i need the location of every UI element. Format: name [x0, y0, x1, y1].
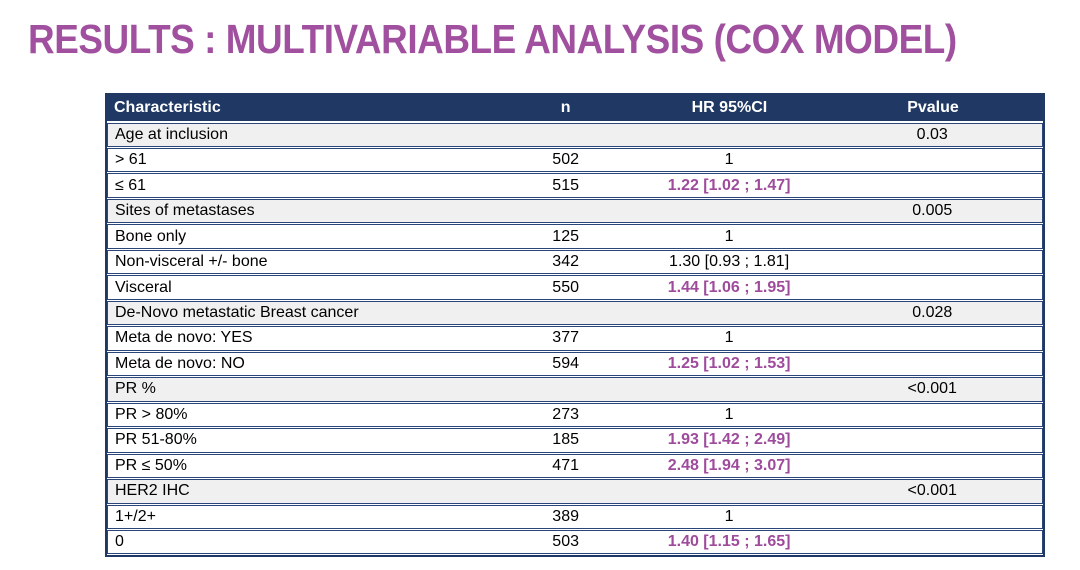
cell-n: 550: [552, 278, 579, 296]
table-row: Meta de novo: YES 377 1: [107, 326, 1043, 351]
table-row: De-Novo metastatic Breast cancer 0.028: [107, 300, 1043, 326]
cell-n: 471: [552, 456, 579, 474]
cell-characteristic: Visceral: [115, 278, 172, 296]
cell-n: 389: [552, 507, 579, 525]
cell-n: 185: [552, 431, 579, 449]
cell-characteristic: PR %: [115, 380, 156, 398]
cell-pvalue: 0.03: [916, 125, 948, 143]
table-row: > 61 502 1: [107, 147, 1043, 173]
cell-n: [496, 209, 636, 213]
cell-pvalue: [823, 184, 1042, 188]
cell-pvalue: 0.005: [912, 202, 953, 220]
cell-n: 502: [552, 151, 579, 169]
cell-characteristic: De-Novo metastatic Breast cancer: [115, 304, 359, 322]
cell-n: 125: [552, 227, 579, 245]
table-header-row: Characteristic n HR 95%CI Pvalue: [107, 95, 1043, 121]
cell-n: [496, 489, 636, 493]
cell-characteristic: Non-visceral +/- bone: [115, 253, 268, 271]
cell-hr-95ci: 1: [724, 405, 734, 423]
cell-n: 503: [552, 533, 579, 551]
cell-hr-95ci: [636, 311, 823, 315]
cell-hr-95ci: 1.44 [1.06 ; 1.95]: [667, 278, 791, 296]
cell-hr-95ci: 1.30 [0.93 ; 1.81]: [669, 253, 790, 271]
cell-pvalue: [823, 158, 1042, 162]
column-header-pvalue: Pvalue: [907, 99, 959, 116]
cell-characteristic: Sites of metastases: [115, 202, 255, 220]
cell-characteristic: PR 51-80%: [115, 431, 197, 449]
table-row: PR % <0.001: [107, 377, 1043, 402]
table-row: Non-visceral +/- bone 342 1.30 [0.93 ; 1…: [107, 249, 1043, 275]
cell-hr-95ci: 1.22 [1.02 ; 1.47]: [667, 176, 791, 194]
cell-hr-95ci: 1.25 [1.02 ; 1.53]: [667, 354, 791, 372]
cell-characteristic: PR ≤ 50%: [115, 456, 187, 474]
cox-model-results-table: Characteristic n HR 95%CI Pvalue Age at …: [105, 93, 1045, 557]
cell-n: 377: [552, 329, 579, 347]
cell-pvalue: [823, 235, 1042, 239]
cell-hr-95ci: 1: [724, 329, 734, 347]
table-row: Bone only 125 1: [107, 224, 1043, 249]
cell-characteristic: HER2 IHC: [115, 482, 190, 500]
cell-hr-95ci: 1.93 [1.42 ; 2.49]: [667, 431, 791, 449]
cell-hr-95ci: 1.40 [1.15 ; 1.65]: [667, 533, 791, 551]
table-row: 1+/2+ 389 1: [107, 504, 1043, 529]
cell-n: 342: [552, 253, 579, 271]
table-row: Visceral 550 1.44 [1.06 ; 1.95]: [107, 275, 1043, 300]
cell-pvalue: [823, 438, 1042, 442]
cell-n: [496, 311, 636, 315]
table-row: ≤ 61 515 1.22 [1.02 ; 1.47]: [107, 173, 1043, 198]
cell-characteristic: Meta de novo: YES: [115, 329, 253, 347]
cell-characteristic: Age at inclusion: [115, 125, 228, 143]
cell-pvalue: [823, 260, 1042, 264]
cell-characteristic: ≤ 61: [115, 176, 147, 194]
cell-characteristic: Bone only: [115, 227, 187, 245]
cell-pvalue: [823, 540, 1042, 544]
table-row: PR ≤ 50% 471 2.48 [1.94 ; 3.07]: [107, 453, 1043, 479]
column-header-n: n: [560, 99, 571, 116]
cell-hr-95ci: [636, 489, 823, 493]
table-row: Meta de novo: NO 594 1.25 [1.02 ; 1.53]: [107, 351, 1043, 377]
cell-hr-95ci: [636, 133, 823, 137]
cell-pvalue: [823, 362, 1042, 366]
cell-characteristic: PR > 80%: [115, 405, 188, 423]
cell-n: [496, 387, 636, 391]
cell-hr-95ci: [636, 209, 823, 213]
cell-pvalue: [823, 515, 1042, 519]
table-row: PR > 80% 273 1: [107, 402, 1043, 428]
cell-hr-95ci: 1: [724, 507, 734, 525]
cell-n: 515: [552, 176, 579, 194]
cell-hr-95ci: 1: [724, 227, 734, 245]
cell-n: 273: [552, 405, 579, 423]
table-row: Age at inclusion 0.03: [107, 122, 1043, 147]
cell-pvalue: [823, 464, 1042, 468]
cell-characteristic: 0: [115, 533, 124, 551]
slide-title: RESULTS : MULTIVARIABLE ANALYSIS (COX MO…: [28, 16, 957, 62]
cell-pvalue: [823, 336, 1042, 340]
table-row: 0 503 1.40 [1.15 ; 1.65]: [107, 530, 1043, 555]
cell-pvalue: [823, 413, 1042, 417]
cell-hr-95ci: 1: [724, 151, 734, 169]
cell-pvalue: <0.001: [907, 380, 957, 398]
cell-characteristic: Meta de novo: NO: [115, 354, 245, 372]
cell-hr-95ci: 2.48 [1.94 ; 3.07]: [667, 456, 791, 474]
cell-pvalue: 0.028: [912, 304, 953, 322]
cell-n: [496, 133, 636, 137]
column-header-characteristic: Characteristic: [114, 99, 221, 116]
cell-pvalue: [823, 286, 1042, 290]
cell-characteristic: 1+/2+: [115, 507, 156, 525]
cell-hr-95ci: [636, 387, 823, 391]
cell-pvalue: <0.001: [907, 482, 957, 500]
table-row: HER2 IHC <0.001: [107, 479, 1043, 504]
column-header-hr-95ci: HR 95%CI: [691, 99, 768, 116]
table-row: Sites of metastases 0.005: [107, 198, 1043, 224]
table-row: PR 51-80% 185 1.93 [1.42 ; 2.49]: [107, 428, 1043, 453]
cell-n: 594: [552, 354, 579, 372]
cell-characteristic: > 61: [115, 151, 147, 169]
